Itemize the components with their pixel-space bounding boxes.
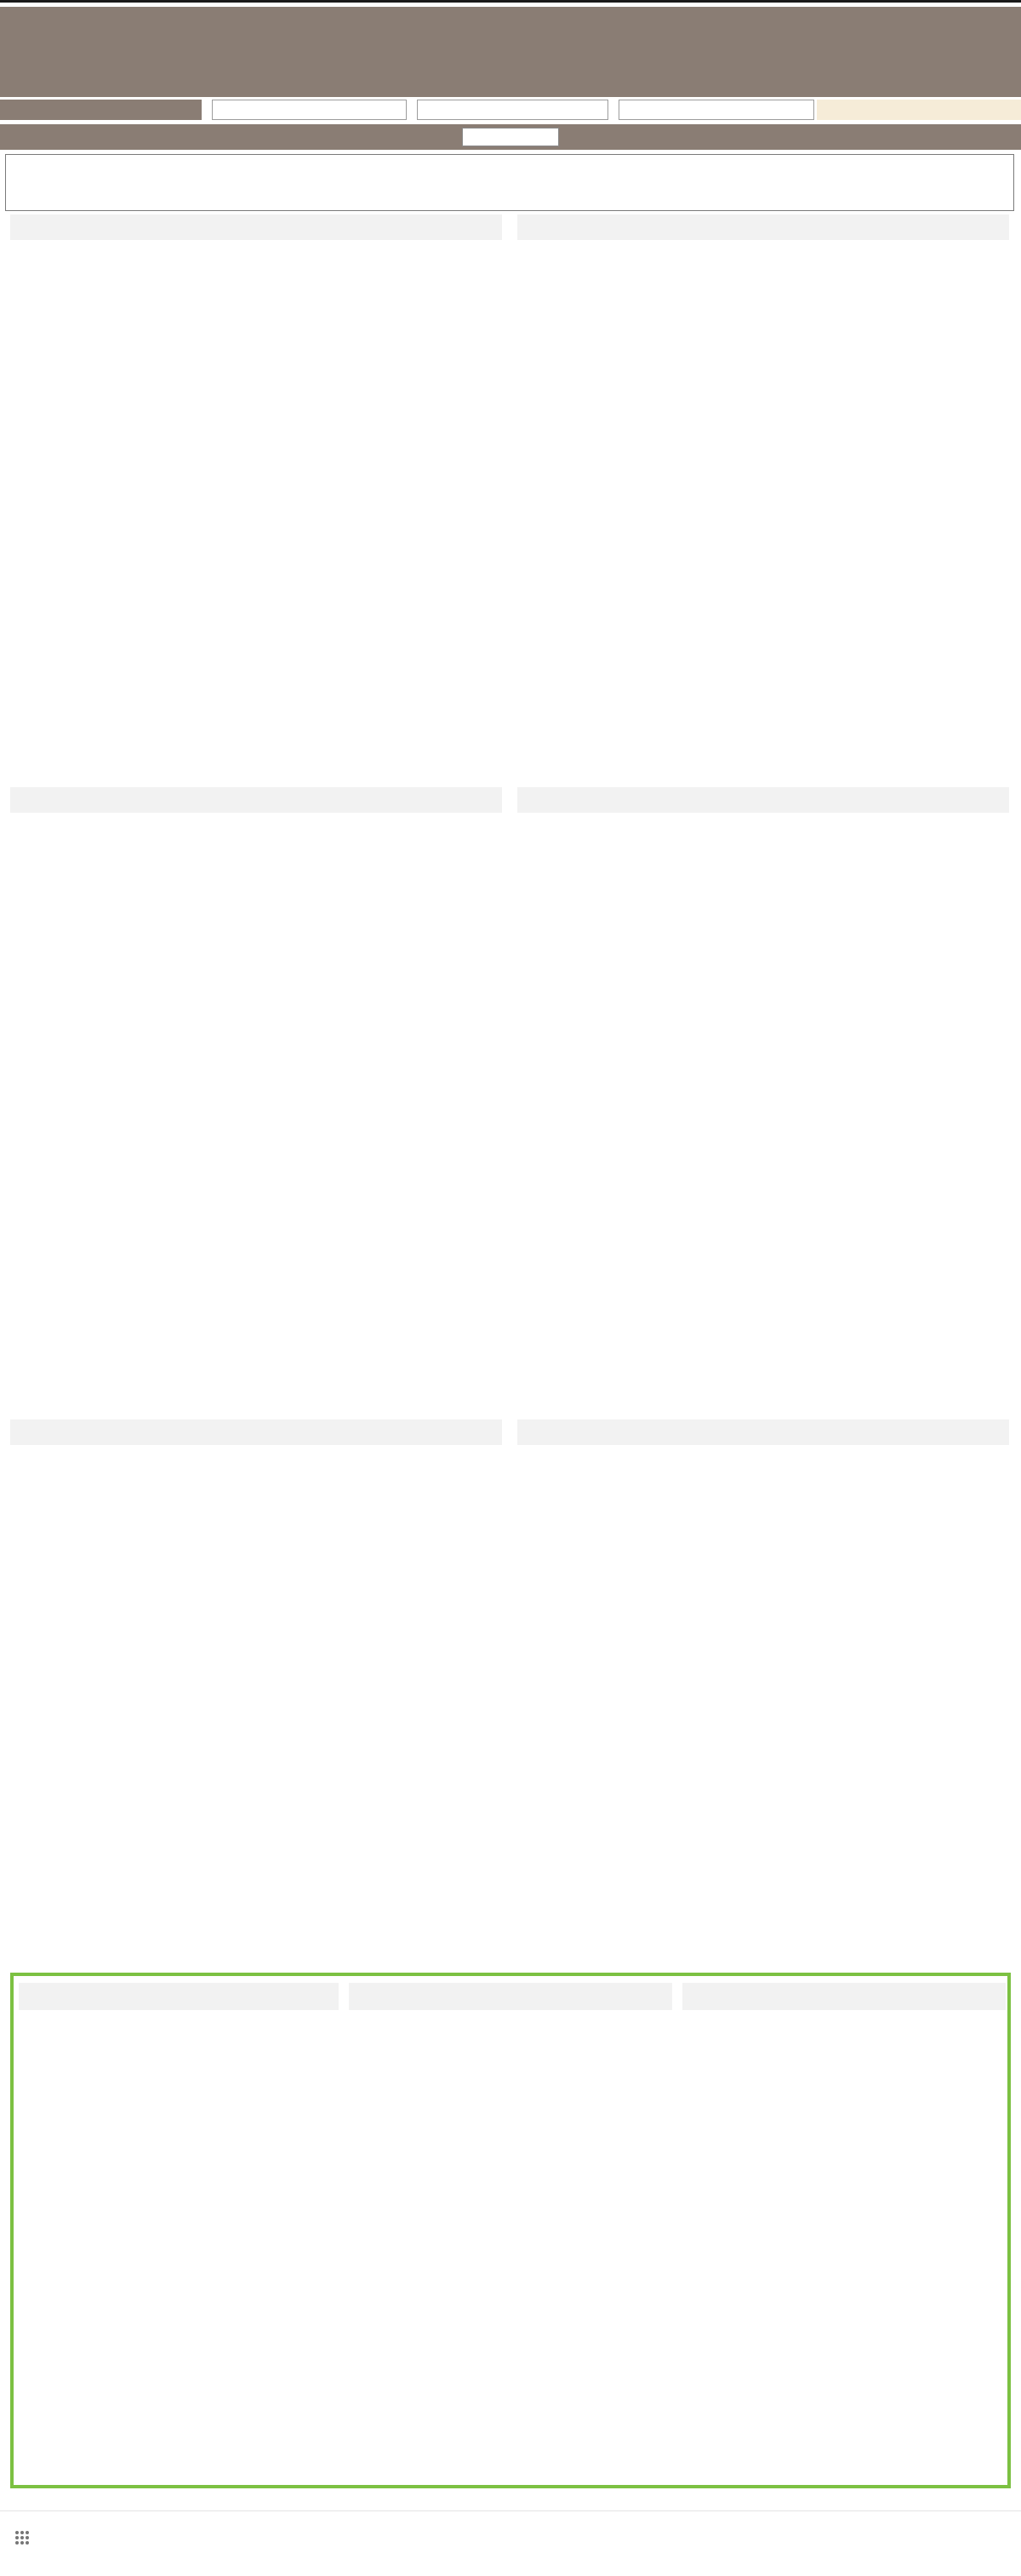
chart-title-rank-2022 xyxy=(682,1983,1006,2010)
tab-4-lulucf[interactable] xyxy=(0,100,202,120)
tab-4d[interactable] xyxy=(417,100,608,120)
dashboard-header xyxy=(0,7,1021,97)
tab-4a-4b[interactable] xyxy=(212,100,407,120)
tab-district-compare[interactable] xyxy=(619,100,814,120)
chart-title-zoom-in-trend xyxy=(517,214,1009,240)
tableau-logo-icon xyxy=(15,2531,19,2534)
notice-box xyxy=(5,154,1014,211)
tableau-footer xyxy=(0,2519,1021,2558)
chart-title-rank-2018 xyxy=(349,1983,672,2010)
chart-title-rank-2010 xyxy=(19,1983,339,2010)
ranking-section xyxy=(10,1973,1011,2488)
chart-title-emissions-trend xyxy=(10,214,502,240)
chart-title-change-yoy xyxy=(517,787,1009,813)
chart-title-sector-stacked xyxy=(10,1419,502,1445)
region-selector-bar xyxy=(0,124,1021,150)
region-dropdown[interactable] xyxy=(462,128,559,146)
chart-title-sector-lines xyxy=(517,1419,1009,1445)
chart-title-change-vs-2018 xyxy=(10,787,502,813)
footer-divider xyxy=(0,2510,1021,2511)
top-border xyxy=(0,0,1021,3)
unit-label xyxy=(817,100,1021,120)
